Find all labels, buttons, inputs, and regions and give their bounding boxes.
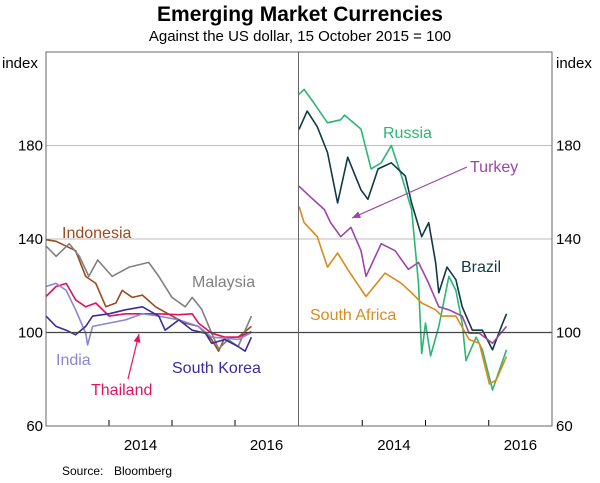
series-line-south-korea bbox=[45, 306, 253, 352]
x-tick-label-0-2016: 2016 bbox=[250, 437, 283, 454]
series-label-south-africa: South Africa bbox=[310, 307, 396, 324]
y-tick-left-180: 180 bbox=[18, 138, 43, 155]
series-label-turkey: Turkey bbox=[470, 159, 518, 176]
series-label-malaysia: Malaysia bbox=[192, 274, 255, 291]
y-tick-left-140: 140 bbox=[18, 231, 43, 248]
series-line-turkey bbox=[298, 185, 508, 345]
series-label-brazil: Brazil bbox=[461, 259, 501, 276]
y-tick-left-100: 100 bbox=[18, 325, 43, 342]
x-tick-label-1-2016: 2016 bbox=[504, 437, 537, 454]
y-tick-right-180: 180 bbox=[556, 138, 581, 155]
y-axis-label-right: index bbox=[556, 55, 592, 72]
chart-title: Emerging Market Currencies bbox=[157, 3, 443, 26]
turkey-arrow-head-icon bbox=[352, 211, 361, 218]
turkey-arrow-line bbox=[351, 166, 468, 219]
x-tick-label-0-2014: 2014 bbox=[124, 437, 157, 454]
series-label-india: India bbox=[56, 352, 91, 369]
series-label-indonesia: Indonesia bbox=[62, 225, 131, 242]
y-tick-right-60: 60 bbox=[556, 418, 573, 435]
y-tick-left-60: 60 bbox=[26, 418, 43, 435]
series-label-russia: Russia bbox=[383, 125, 432, 142]
series-line-malaysia bbox=[45, 242, 253, 350]
series-line-indonesia bbox=[45, 238, 252, 352]
series-label-south-korea: South Korea bbox=[172, 360, 261, 377]
source-value: Bloomberg bbox=[114, 464, 172, 478]
chart-subtitle: Against the US dollar, 15 October 2015 =… bbox=[149, 28, 451, 45]
series-line-south-africa bbox=[298, 206, 508, 385]
thailand-arrow-head-icon bbox=[133, 334, 141, 343]
y-tick-right-100: 100 bbox=[556, 325, 581, 342]
x-tick-label-1-2014: 2014 bbox=[377, 437, 410, 454]
y-tick-right-140: 140 bbox=[556, 231, 581, 248]
source-label: Source: bbox=[62, 464, 103, 478]
y-axis-label-left: index bbox=[2, 55, 38, 72]
series-line-brazil bbox=[298, 110, 508, 351]
series-line-india bbox=[45, 282, 252, 346]
series-label-thailand: Thailand bbox=[91, 382, 152, 399]
